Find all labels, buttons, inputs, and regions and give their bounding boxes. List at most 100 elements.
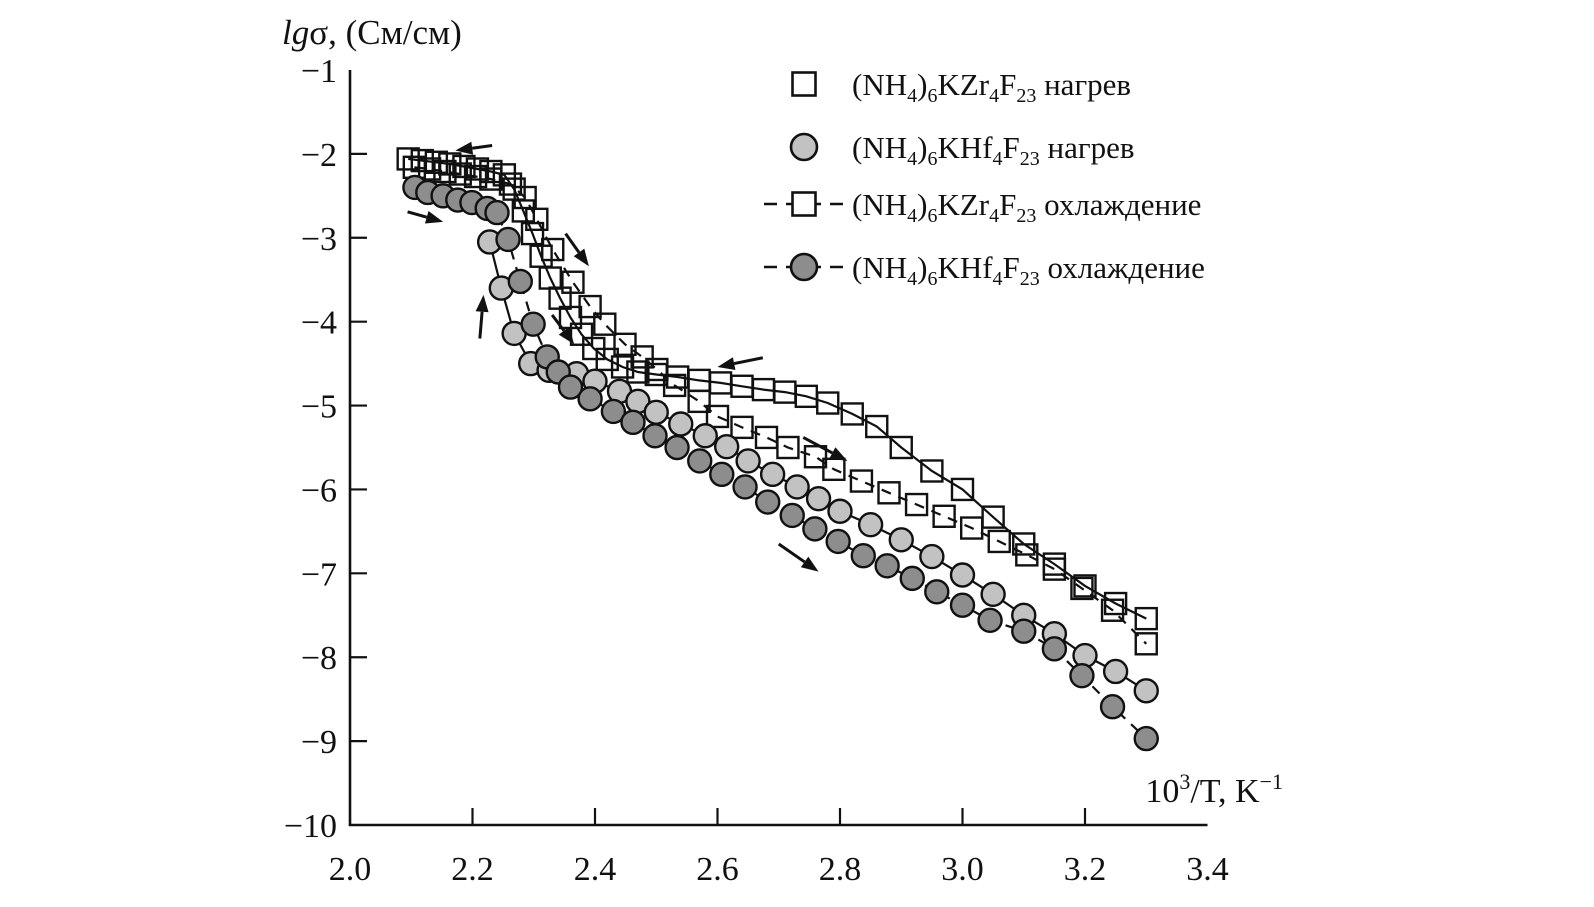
direction-arrows (407, 141, 848, 572)
y-tick-label: −3 (301, 221, 337, 258)
marker-circle (1041, 636, 1068, 662)
x-tick-label: 3.0 (941, 851, 984, 888)
marker-square (687, 389, 711, 414)
marker-square (877, 481, 901, 505)
marker-circle (802, 516, 828, 542)
x-tick-label: 2.8 (819, 851, 862, 888)
marker-square (662, 373, 687, 398)
marker-square (987, 529, 1011, 554)
marker-circle (643, 399, 669, 425)
marker-circle (827, 498, 853, 524)
marker-square (463, 164, 488, 189)
marker-circle (709, 461, 735, 488)
marker-square (1134, 632, 1158, 656)
marker-square (1100, 598, 1125, 622)
marker-square (705, 404, 730, 429)
y-axis-title: lgσ, (См/см) (282, 13, 462, 52)
y-tick-label: −7 (301, 556, 337, 593)
marker-circle (577, 386, 603, 412)
marker-circle (980, 581, 1006, 608)
y-tick-label: −2 (301, 137, 337, 174)
arrow-shaft (407, 210, 428, 219)
y-tick-label: −1 (301, 53, 337, 90)
arrow-shaft (564, 232, 581, 254)
marker-square (889, 435, 913, 460)
marker-square (920, 459, 944, 483)
marker-square (776, 435, 800, 460)
legend-marker-square (791, 71, 817, 97)
marker-square (803, 445, 828, 469)
series-line-zr-cooling (414, 166, 1148, 645)
marker-square (1042, 557, 1067, 581)
marker-square (520, 221, 545, 246)
legend-label: (NH4)6KHf4F23 нагрев (852, 130, 1135, 170)
marker-circle (735, 448, 761, 474)
marker-square (511, 199, 536, 223)
marker-circle (888, 527, 914, 553)
arrow-shaft (777, 542, 806, 564)
marker-circle (1133, 678, 1159, 704)
marker-square (849, 469, 874, 493)
marker-circle (557, 374, 584, 400)
marker-square (417, 157, 442, 181)
marker-circle (484, 199, 510, 226)
marker-circle (805, 485, 832, 512)
marker-square (840, 402, 864, 426)
marker-square (541, 237, 565, 262)
marker-circle (857, 511, 884, 538)
series-markers-hf-cooling (402, 174, 1159, 752)
marker-square (950, 477, 975, 502)
arrow-shaft (733, 356, 764, 366)
marker-square (645, 357, 669, 382)
y-tick-label: −10 (284, 808, 337, 845)
legend-label: (NH4)6KZr4F23 нагрев (852, 67, 1131, 107)
marker-circle (520, 311, 546, 337)
arrow-head (800, 556, 819, 572)
marker-square (865, 414, 889, 439)
marker-square (1015, 543, 1039, 567)
marker-square (410, 148, 434, 173)
marker-square (1070, 576, 1094, 601)
marker-square (630, 345, 654, 369)
y-tick-label: −9 (301, 724, 337, 761)
marker-square (1134, 606, 1158, 631)
marker-circle (687, 448, 713, 474)
marker-circle (732, 474, 758, 500)
marker-square (754, 425, 779, 450)
marker-circle (825, 528, 851, 555)
marker-circle (919, 543, 945, 570)
marker-circle (668, 411, 694, 437)
x-axis-title: 103/T, K−1 (1145, 769, 1283, 810)
legend-marker-square (791, 191, 817, 217)
marker-circle (949, 562, 976, 588)
arrow-head (424, 210, 444, 224)
marker-circle (495, 226, 521, 253)
marker-square (613, 332, 637, 357)
legend-item: (NH4)6KZr4F23 охлаждение (764, 187, 1201, 227)
arrow-shaft (471, 144, 493, 150)
legend-label: (NH4)6KHf4F23 охлаждение (852, 250, 1205, 290)
marker-circle (620, 409, 646, 436)
marker-square (932, 504, 956, 528)
series-line-zr-heating (408, 157, 1147, 620)
legend-marker-circle (789, 132, 819, 162)
marker-circle (1069, 662, 1095, 689)
marker-circle (779, 502, 805, 529)
x-tick-label: 3.4 (1186, 851, 1229, 888)
marker-square (595, 347, 619, 372)
marker-square (561, 270, 585, 294)
arrow-head (455, 141, 474, 155)
marker-square (1103, 591, 1128, 616)
marker-square (626, 360, 650, 384)
marker-square (593, 312, 617, 336)
marker-square (578, 294, 602, 319)
legend-marker-circle (789, 252, 819, 282)
marker-circle (600, 398, 627, 425)
marker-circle (692, 423, 718, 449)
marker-square (433, 159, 457, 184)
x-tick-label: 2.2 (451, 851, 494, 888)
marker-circle (977, 607, 1003, 634)
marker-square (448, 162, 472, 186)
arrow-head (829, 447, 848, 461)
